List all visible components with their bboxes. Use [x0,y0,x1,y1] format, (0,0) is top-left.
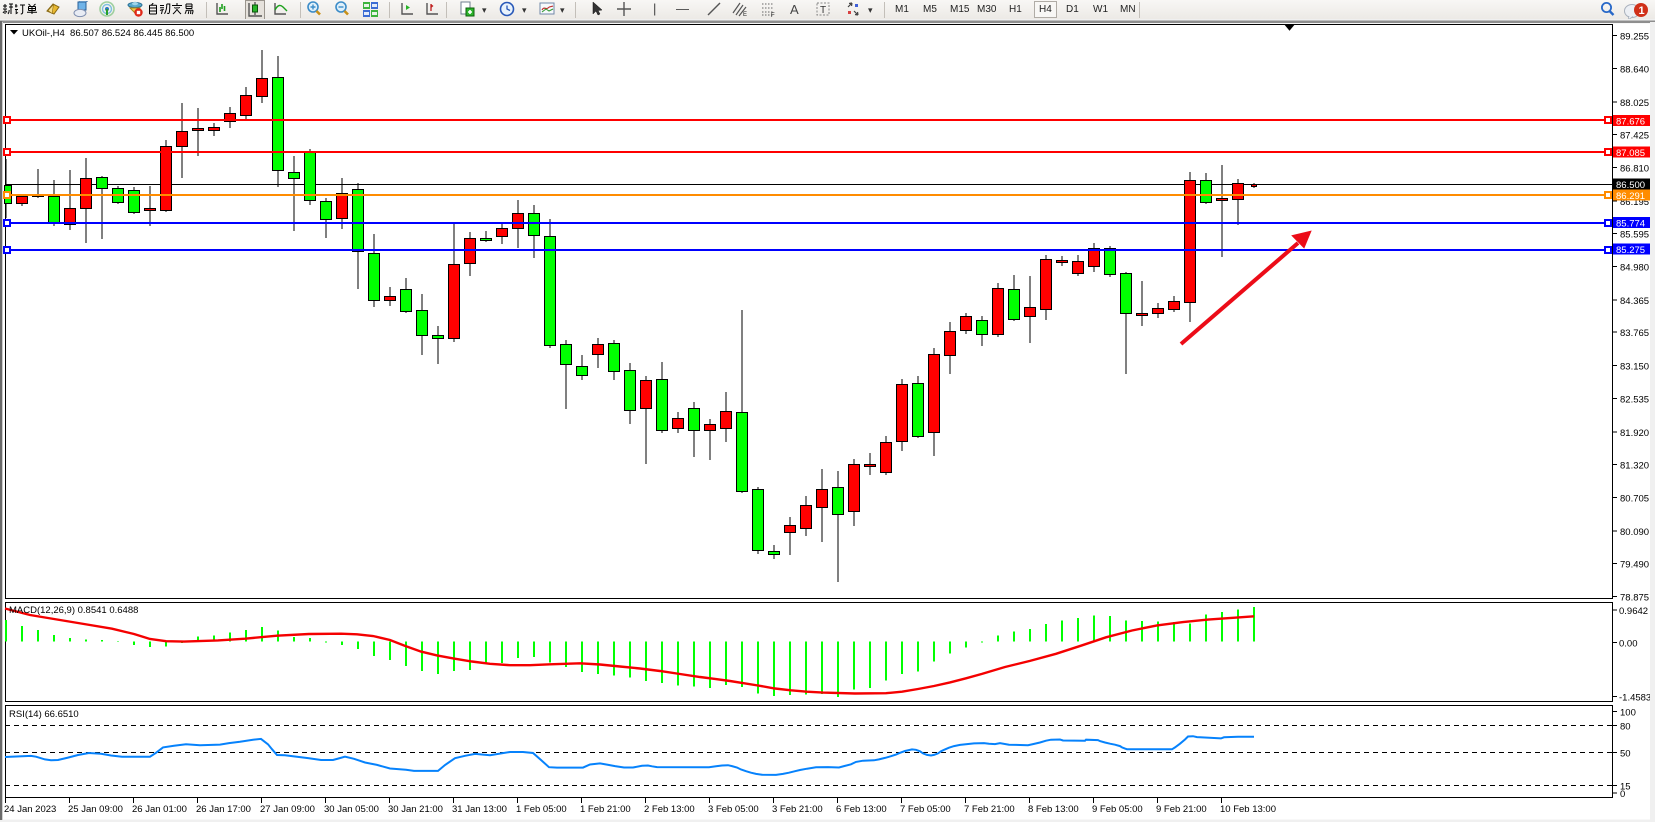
svg-text:30 Jan 21:00: 30 Jan 21:00 [388,804,443,815]
svg-text:81.320: 81.320 [1620,460,1649,471]
svg-text:78.875: 78.875 [1620,593,1649,604]
svg-text:100: 100 [1620,708,1636,719]
svg-text:80: 80 [1620,721,1631,732]
svg-text:81.920: 81.920 [1620,428,1649,439]
svg-text:9 Feb 21:00: 9 Feb 21:00 [1156,804,1207,815]
svg-text:86.810: 86.810 [1620,164,1649,175]
svg-text:E: E [743,12,747,18]
svg-text:-1.4583: -1.4583 [1619,693,1651,704]
svg-text:1 Feb 05:00: 1 Feb 05:00 [516,804,567,815]
svg-text:86.500: 86.500 [1616,180,1645,191]
svg-text:1: 1 [1639,5,1645,17]
svg-text:0.9642: 0.9642 [1619,606,1648,617]
svg-text:87.676: 87.676 [1616,117,1645,128]
svg-text:F: F [771,13,775,18]
svg-text:26 Jan 17:00: 26 Jan 17:00 [196,804,251,815]
svg-text:80.090: 80.090 [1620,527,1649,538]
svg-text:86.291: 86.291 [1616,191,1645,202]
svg-text:87.425: 87.425 [1620,130,1649,141]
svg-text:6 Feb 13:00: 6 Feb 13:00 [836,804,887,815]
svg-text:15: 15 [1620,782,1631,793]
svg-text:T: T [820,5,826,16]
svg-text:88.640: 88.640 [1620,65,1649,76]
svg-text:RSI(14) 66.6510: RSI(14) 66.6510 [9,709,79,720]
svg-text:3 Feb 21:00: 3 Feb 21:00 [772,804,823,815]
svg-text:24 Jan 2023: 24 Jan 2023 [4,804,56,815]
svg-text:27 Jan 09:00: 27 Jan 09:00 [260,804,315,815]
svg-text:1 Feb 21:00: 1 Feb 21:00 [580,804,631,815]
svg-text:2 Feb 13:00: 2 Feb 13:00 [644,804,695,815]
svg-text:UKOil-,H4 86.507 86.524 86.44: UKOil-,H4 86.507 86.524 86.445 86.500 [22,28,194,39]
svg-text:50: 50 [1620,748,1631,759]
svg-text:79.490: 79.490 [1620,559,1649,570]
svg-text:85.595: 85.595 [1620,229,1649,240]
svg-text:MACD(12,26,9) 0.8541 0.6488: MACD(12,26,9) 0.8541 0.6488 [9,605,138,616]
svg-text:87.085: 87.085 [1616,148,1645,159]
svg-text:85.774: 85.774 [1616,219,1645,230]
svg-text:7 Feb 21:00: 7 Feb 21:00 [964,804,1015,815]
svg-text:86.195: 86.195 [1620,197,1649,208]
svg-text:83.150: 83.150 [1620,361,1649,372]
svg-text:10 Feb 13:00: 10 Feb 13:00 [1220,804,1276,815]
svg-text:7 Feb 05:00: 7 Feb 05:00 [900,804,951,815]
svg-text:83.765: 83.765 [1620,328,1649,339]
svg-text:26 Jan 01:00: 26 Jan 01:00 [132,804,187,815]
svg-text:84.365: 84.365 [1620,296,1649,307]
svg-text:31 Jan 13:00: 31 Jan 13:00 [452,804,507,815]
svg-text:25 Jan 09:00: 25 Jan 09:00 [68,804,123,815]
svg-text:3 Feb 05:00: 3 Feb 05:00 [708,804,759,815]
svg-text:9 Feb 05:00: 9 Feb 05:00 [1092,804,1143,815]
svg-text:80.705: 80.705 [1620,494,1649,505]
svg-text:0.00: 0.00 [1619,639,1638,650]
svg-text:82.535: 82.535 [1620,395,1649,406]
svg-text:88.025: 88.025 [1620,98,1649,109]
svg-text:8 Feb 13:00: 8 Feb 13:00 [1028,804,1079,815]
svg-text:0: 0 [1620,789,1625,800]
svg-text:85.275: 85.275 [1616,245,1645,256]
svg-text:89.255: 89.255 [1620,31,1649,42]
svg-text:30 Jan 05:00: 30 Jan 05:00 [324,804,379,815]
svg-text:84.980: 84.980 [1620,263,1649,274]
